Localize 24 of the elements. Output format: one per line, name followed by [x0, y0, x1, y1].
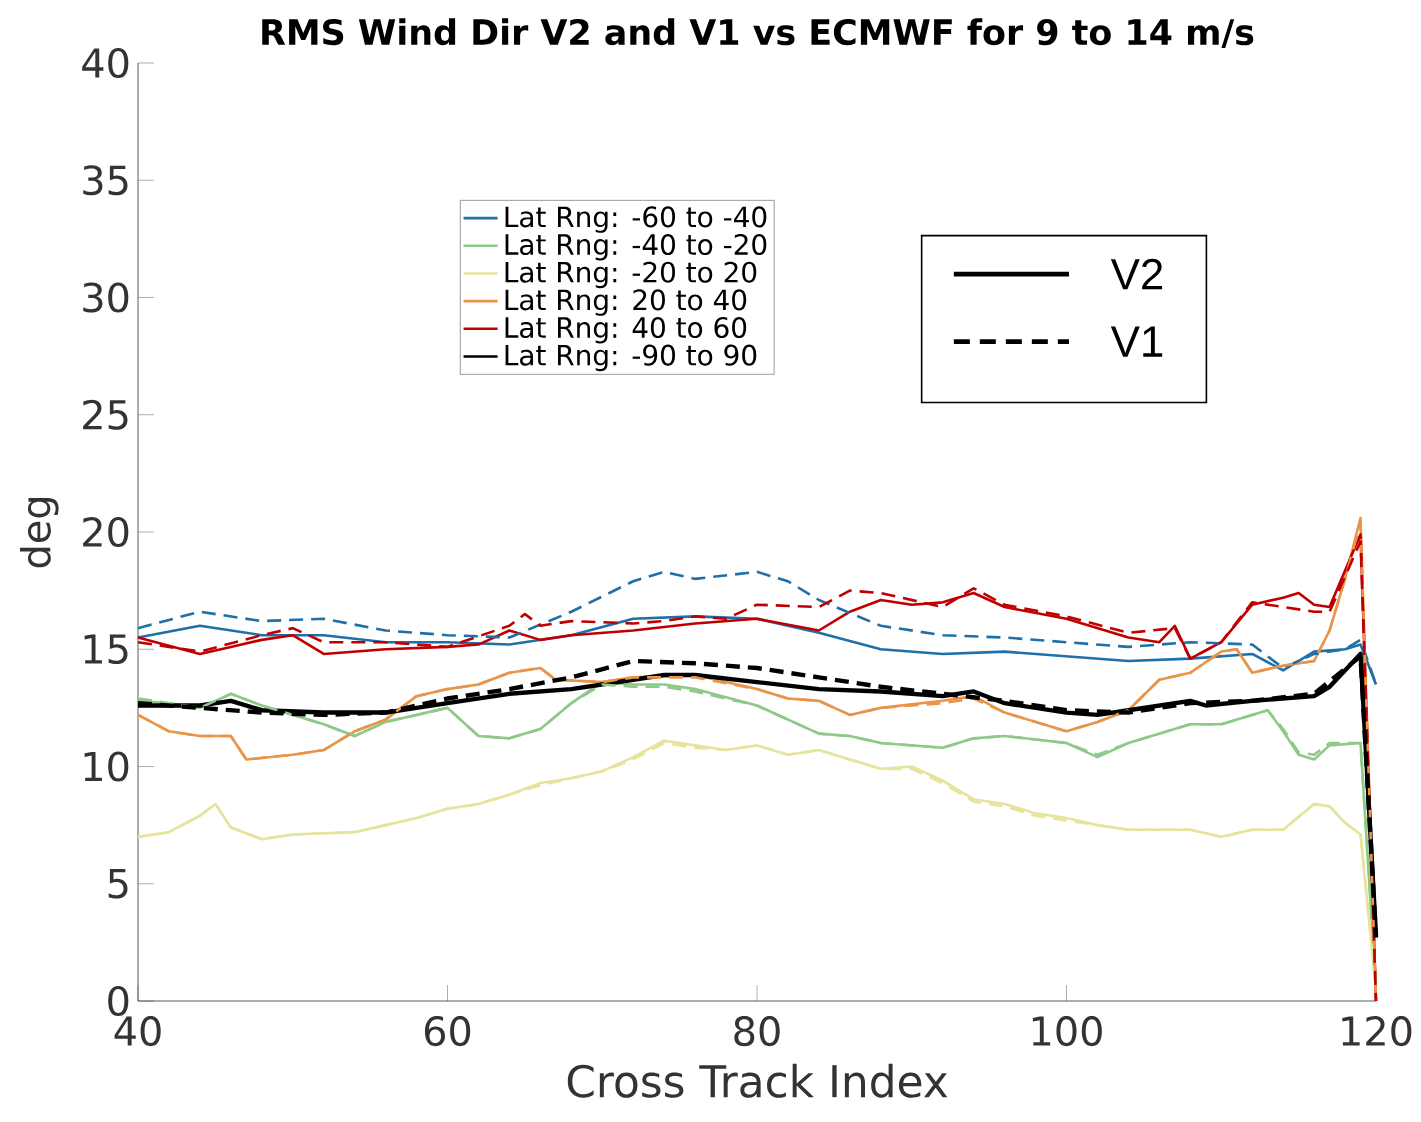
- legend-label: Lat Rng: -40 to -20: [505, 233, 767, 261]
- y-tick-label: 35: [83, 165, 128, 196]
- annotation: V2: [1110, 258, 1163, 290]
- chart-title: RMS Wind Dir V2 and V1 vs ECMWF for 9 to 14 m/s: [262, 18, 1254, 49]
- legend-label: Lat Rng: 20 to 40: [505, 289, 747, 316]
- y-tick-label: 5: [108, 868, 128, 899]
- y-tick-label: 30: [83, 282, 129, 313]
- legend-label: Lat Rng: -90 to 90: [505, 344, 757, 372]
- legend-label: Lat Rng: -20 to 20: [505, 261, 757, 289]
- x-tick-label: 100: [1032, 1016, 1102, 1047]
- y-tick-label: 20: [83, 516, 129, 548]
- x-tick-label: 80: [734, 1016, 780, 1047]
- y-tick-label: 0: [108, 985, 129, 1017]
- y-tick-label: 10: [84, 751, 129, 782]
- y-axis-title: deg: [20, 498, 59, 568]
- y-tick-label: 15: [84, 634, 128, 665]
- y-tick-label: 25: [83, 399, 128, 430]
- legend-label: Lat Rng: 40 to 60: [505, 316, 747, 344]
- x-axis-title: Cross Track Index: [567, 1063, 948, 1098]
- x-tick-label: 60: [424, 1016, 471, 1047]
- x-tick-label: 120: [1342, 1016, 1412, 1047]
- legend-label: Lat Rng: -60 to -40: [505, 206, 767, 233]
- annotation: V1: [1110, 326, 1163, 357]
- y-tick-label: 40: [82, 47, 129, 79]
